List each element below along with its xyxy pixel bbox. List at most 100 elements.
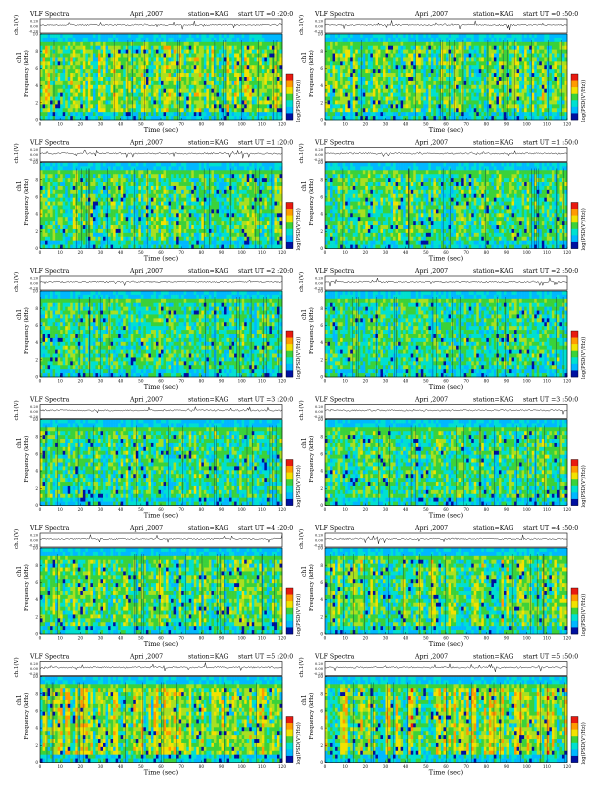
spectrogram-cell bbox=[141, 97, 144, 101]
spectrogram-cell bbox=[138, 182, 141, 186]
spectrogram-cell bbox=[534, 89, 537, 93]
spectrogram-cell bbox=[254, 50, 257, 54]
spectrogram-cell bbox=[116, 100, 119, 104]
spectrogram-cell bbox=[83, 166, 86, 170]
spectrogram-cell bbox=[348, 65, 351, 69]
spectrogram-cell bbox=[98, 93, 101, 97]
spectrogram-cell bbox=[264, 34, 267, 38]
spectrogram-cell bbox=[171, 34, 174, 38]
spectrogram-cell bbox=[461, 50, 464, 54]
spectrogram-cell bbox=[519, 100, 522, 104]
spectrogram-cell bbox=[95, 73, 98, 77]
spectrogram-cell bbox=[113, 50, 116, 54]
spectrogram-cell bbox=[496, 97, 499, 101]
spectrogram-cell bbox=[436, 38, 439, 42]
spectrogram-cell bbox=[85, 93, 88, 97]
spectrogram-cell bbox=[491, 34, 494, 38]
spectrogram-cell bbox=[194, 174, 197, 178]
spectrogram-cell bbox=[209, 42, 212, 46]
spectrogram-cell bbox=[559, 77, 562, 81]
spectrogram-cell bbox=[335, 77, 338, 81]
spectrogram-cell bbox=[549, 77, 552, 81]
spectrogram-cell bbox=[398, 42, 401, 46]
spectrogram-cell bbox=[244, 77, 247, 81]
spectrogram-cell bbox=[396, 112, 399, 116]
spectrogram-cell bbox=[189, 182, 192, 186]
spectrogram-cell bbox=[196, 81, 199, 85]
spectrogram-cell bbox=[365, 104, 368, 108]
spectrogram-cell bbox=[73, 38, 76, 42]
spectrogram-cell bbox=[65, 38, 68, 42]
spectrogram-cell bbox=[345, 89, 348, 93]
spectrogram-cell bbox=[63, 170, 66, 174]
spectrogram-cell bbox=[340, 104, 343, 108]
spectrogram-cell bbox=[406, 104, 409, 108]
spectrogram-cell bbox=[441, 100, 444, 104]
spectrogram-cell bbox=[517, 100, 520, 104]
spectrogram-cell bbox=[471, 116, 474, 120]
spectrogram-cell bbox=[196, 89, 199, 93]
spectrogram-cell bbox=[75, 163, 78, 167]
spectrogram-cell bbox=[179, 81, 182, 85]
spectrogram-cell bbox=[43, 73, 46, 77]
spectrogram-cell bbox=[527, 34, 530, 38]
spectrogram-cell bbox=[559, 100, 562, 104]
spectrogram-cell bbox=[479, 54, 482, 58]
spectrogram-cell bbox=[126, 174, 129, 178]
spectrogram-cell bbox=[522, 77, 525, 81]
spectrogram-cell bbox=[527, 65, 530, 69]
spectrogram-cell bbox=[559, 73, 562, 77]
spectrogram-cell bbox=[219, 93, 222, 97]
spectrogram-cell bbox=[93, 104, 96, 108]
spectrogram-cell bbox=[174, 93, 177, 97]
spectrogram-cell bbox=[436, 108, 439, 112]
spectrogram-cell bbox=[128, 108, 131, 112]
spectrogram-cell bbox=[83, 116, 86, 120]
spectrogram-cell bbox=[199, 38, 202, 42]
spectrogram-cell bbox=[277, 69, 280, 73]
spectrogram-cell bbox=[50, 85, 53, 89]
spectrogram-cell bbox=[148, 97, 151, 101]
spectrogram-cell bbox=[519, 104, 522, 108]
spectrogram-cell bbox=[380, 108, 383, 112]
spectrogram-cell bbox=[118, 182, 121, 186]
spectrogram-cell bbox=[345, 97, 348, 101]
spectrogram-cell bbox=[206, 112, 209, 116]
spectrogram-cell bbox=[441, 38, 444, 42]
spectrogram-cell bbox=[386, 69, 389, 73]
spectrogram-cell bbox=[53, 186, 56, 190]
spectrogram-cell bbox=[557, 116, 560, 120]
spectrogram-cell bbox=[504, 81, 507, 85]
spectrogram-cell bbox=[181, 61, 184, 65]
spectrogram-cell bbox=[169, 65, 172, 69]
spectrogram-cell bbox=[476, 116, 479, 120]
spectrogram-cell bbox=[363, 73, 366, 77]
spectrogram-cell bbox=[148, 178, 151, 182]
spectrogram-cell bbox=[247, 108, 250, 112]
spectrogram-cell bbox=[436, 69, 439, 73]
spectrogram-cell bbox=[121, 54, 124, 58]
spectrogram-cell bbox=[93, 73, 96, 77]
spectrogram-cell bbox=[70, 186, 73, 190]
spectrogram-cell bbox=[161, 93, 164, 97]
spectrogram-cell bbox=[333, 89, 336, 93]
spectrogram-cell bbox=[509, 85, 512, 89]
spectrogram-cell bbox=[501, 61, 504, 65]
spectrogram-cell bbox=[161, 85, 164, 89]
spectrogram-cell bbox=[532, 93, 535, 97]
spectrogram-cell bbox=[391, 42, 394, 46]
spectrogram-cell bbox=[121, 178, 124, 182]
spectrogram-cell bbox=[438, 77, 441, 81]
spectrogram-cell bbox=[509, 81, 512, 85]
spectrogram-cell bbox=[174, 54, 177, 58]
spectrogram-cell bbox=[459, 116, 462, 120]
spectrogram-cell bbox=[554, 38, 557, 42]
spectrogram-cell bbox=[83, 38, 86, 42]
spectrogram-cell bbox=[512, 50, 515, 54]
spectrogram-cell bbox=[75, 61, 78, 65]
spectrogram-cell bbox=[143, 108, 146, 112]
spectrogram-cell bbox=[438, 65, 441, 69]
spectrogram-cell bbox=[380, 65, 383, 69]
spectrogram-cell bbox=[562, 93, 565, 97]
spectrogram-cell bbox=[461, 89, 464, 93]
